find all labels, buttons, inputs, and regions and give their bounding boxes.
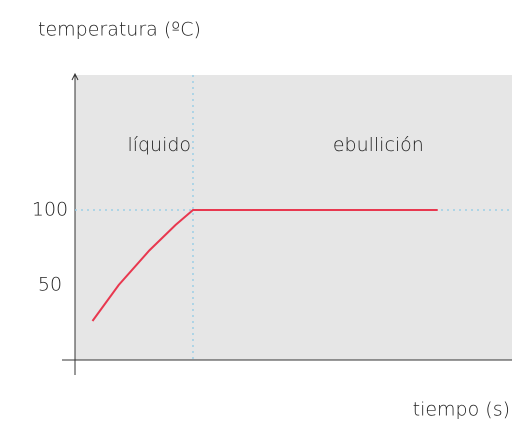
y-tick-label: 50 [38, 274, 62, 296]
x-axis-label: tiempo (s) [413, 399, 510, 421]
y-axis-label: temperatura (ºC) [38, 19, 201, 41]
annotation: líquido [127, 134, 191, 156]
line [91, 209, 438, 322]
annotation: ebullición [333, 134, 424, 156]
y-tick-label: 100 [32, 199, 68, 221]
plot-area [75, 75, 512, 360]
y-axis-arrow [71, 72, 79, 81]
